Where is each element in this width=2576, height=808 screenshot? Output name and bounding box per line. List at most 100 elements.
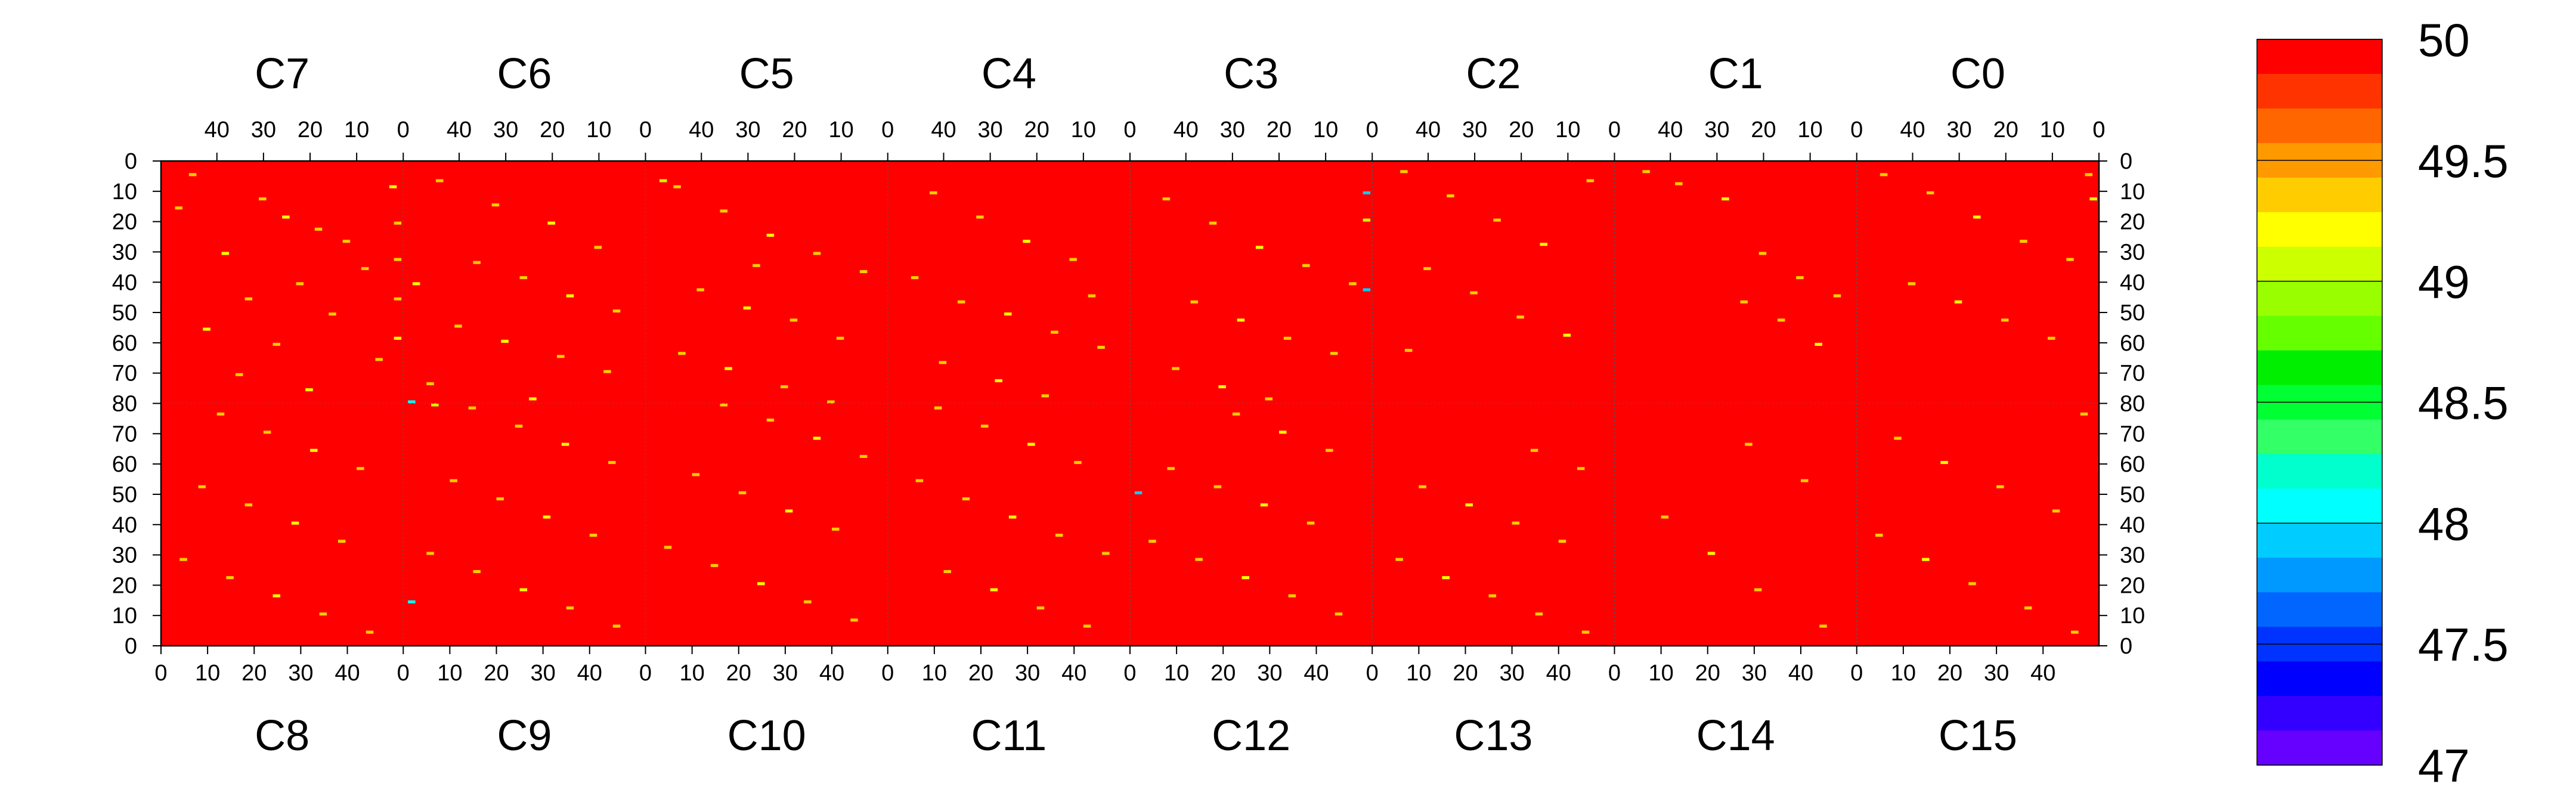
- heatmap-cell: [1083, 624, 1091, 628]
- x-tick-label-bottom: 20: [968, 661, 993, 686]
- heatmap-cell: [1875, 533, 1883, 537]
- heatmap-cell: [1586, 179, 1594, 182]
- heatmap-cell: [296, 282, 304, 286]
- colorbar-segment: [2257, 696, 2382, 731]
- heatmap-cell: [1707, 552, 1716, 555]
- x-tick-label-top: 20: [1024, 117, 1049, 143]
- chip-label-top: C5: [739, 50, 794, 98]
- colorbar-label: 48.5: [2418, 377, 2509, 429]
- heatmap-cell: [179, 558, 187, 561]
- heatmap-cell: [738, 491, 747, 494]
- heatmap-cell: [1581, 630, 1590, 634]
- heatmap-cell: [408, 600, 416, 603]
- x-tick-label-top: 30: [251, 117, 276, 143]
- heatmap-cell: [1172, 367, 1179, 370]
- y-tick-label-left: 20: [112, 210, 137, 235]
- chip-label-bottom: C9: [497, 712, 552, 760]
- x-tick-label-top: 30: [977, 117, 1002, 143]
- heatmap-cell: [412, 282, 420, 286]
- heatmap-cell: [389, 185, 397, 188]
- x-tick-label-top: 20: [1509, 117, 1534, 143]
- heatmap-cell: [394, 336, 402, 340]
- heatmap-cell: [431, 403, 439, 407]
- heatmap-cell: [1740, 300, 1748, 304]
- heatmap-cell: [310, 448, 318, 452]
- heatmap-cell: [291, 521, 299, 525]
- chip-label-bottom: C15: [1939, 712, 2017, 760]
- x-tick-label-top: 10: [2040, 117, 2065, 143]
- colorbar-segment: [2257, 315, 2382, 351]
- heatmap-cell: [720, 403, 727, 407]
- heatmap-cell: [1363, 191, 1371, 194]
- heatmap-cell: [561, 442, 569, 446]
- heatmap-cell: [757, 582, 765, 586]
- heatmap-cell: [1195, 558, 1203, 561]
- heatmap-cell: [394, 221, 402, 225]
- heatmap-cell: [501, 339, 509, 343]
- heatmap-cell: [198, 485, 206, 488]
- heatmap-cell: [1088, 294, 1096, 298]
- heatmap-cell: [1283, 336, 1292, 340]
- heatmap-cell: [659, 179, 667, 182]
- heatmap-cell: [342, 240, 351, 243]
- heatmap-cell: [216, 412, 225, 416]
- x-tick-label-bottom: 40: [1546, 661, 1571, 686]
- heatmap-cell: [1027, 442, 1035, 446]
- heatmap-cell: [366, 630, 374, 634]
- x-tick-label-bottom: 40: [335, 661, 360, 686]
- x-tick-label-bottom: 20: [726, 661, 751, 686]
- colorbar-segment: [2257, 661, 2382, 696]
- heatmap-cell: [361, 267, 369, 270]
- heatmap-cell: [226, 576, 234, 580]
- x-tick-label-top: 30: [735, 117, 760, 143]
- x-tick-label-top: 10: [828, 117, 853, 143]
- heatmap-cell: [1493, 218, 1501, 222]
- heatmap-cell: [1996, 485, 2004, 488]
- heatmap-cell: [1162, 197, 1171, 201]
- heatmap-cell: [943, 569, 951, 574]
- heatmap-cell: [244, 297, 253, 301]
- heatmap-cell: [236, 373, 243, 376]
- heatmap-cell: [1349, 282, 1357, 286]
- y-tick-label-left: 10: [112, 179, 137, 205]
- x-tick-label-bottom: 30: [1742, 661, 1767, 686]
- y-tick-label-left: 60: [112, 452, 137, 477]
- heatmap-cell: [1801, 479, 1809, 482]
- heatmap-cell: [496, 497, 504, 501]
- heatmap-cell: [664, 546, 672, 549]
- heatmap-cell: [1465, 503, 1473, 507]
- heatmap-cell: [1167, 467, 1175, 470]
- x-tick-label-bottom: 0: [397, 661, 410, 686]
- y-tick-label-right: 10: [2120, 603, 2145, 629]
- heatmap-cell: [557, 355, 565, 358]
- heatmap-cell: [1488, 594, 1497, 598]
- chip-labels: C7 C6 C5 C4 C3 C2 C1 C0 C8 C9 C10 C11 C12 C13 C14 C15: [255, 50, 2017, 760]
- chip-label-top: C1: [1708, 50, 1763, 98]
- x-tick-label-bottom: 10: [922, 661, 947, 686]
- x-tick-label-bottom: 40: [577, 661, 602, 686]
- heatmap-cell: [753, 264, 760, 267]
- heatmap-cell: [282, 215, 290, 219]
- x-tick-label-top: 0: [1366, 117, 1379, 143]
- y-tick-label-right: 0: [2120, 149, 2132, 174]
- chip-label-top: C6: [497, 50, 552, 98]
- heatmap-cell: [1288, 594, 1296, 598]
- colorbar-label: 47: [2418, 739, 2470, 792]
- heatmap-cell: [934, 406, 942, 410]
- x-tick-label-top: 20: [298, 117, 323, 143]
- y-tick-label-right: 40: [2120, 270, 2145, 295]
- heatmap-cell: [1404, 349, 1413, 352]
- heatmap-cell: [1833, 294, 1841, 298]
- colorbar-segment: [2257, 281, 2382, 317]
- heatmap-cell: [612, 624, 621, 628]
- heatmap-cell: [962, 497, 970, 501]
- x-tick-label-top: 20: [1993, 117, 2018, 143]
- x-tick-label-top: 20: [1751, 117, 1776, 143]
- heatmap-cell: [1400, 170, 1408, 174]
- heatmap-cell: [995, 379, 1002, 382]
- heatmap-cell: [435, 179, 444, 182]
- heatmap-cell: [1442, 576, 1450, 580]
- heatmap-cell: [1745, 442, 1753, 446]
- heatmap-cell: [263, 431, 271, 434]
- x-tick-label-bottom: 10: [195, 661, 220, 686]
